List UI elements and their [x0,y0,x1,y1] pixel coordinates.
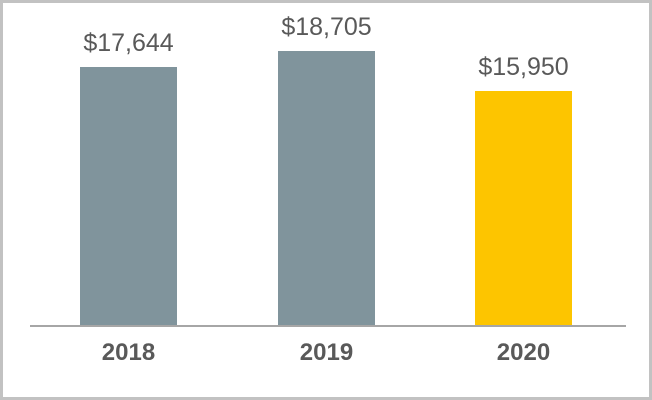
x-axis-label-2018: 2018 [101,339,156,366]
bar-2018 [80,67,177,325]
bar-group-2018: $17,644 [80,28,177,325]
bar-group-2019: $18,705 [278,12,375,325]
value-label-2018: $17,644 [83,29,174,57]
bar-group-2020: $15,950 [475,52,572,325]
bar-chart: $17,644 $18,705 $15,950 2018 2019 2020 [3,3,649,397]
x-axis-line [30,325,626,327]
x-axis-label-2020: 2020 [496,339,551,366]
bar-2020 [475,91,572,325]
x-axis-label-2019: 2019 [299,339,354,366]
bar-2019 [278,51,375,325]
value-label-2019: $18,705 [281,13,372,41]
value-label-2020: $15,950 [478,53,569,81]
